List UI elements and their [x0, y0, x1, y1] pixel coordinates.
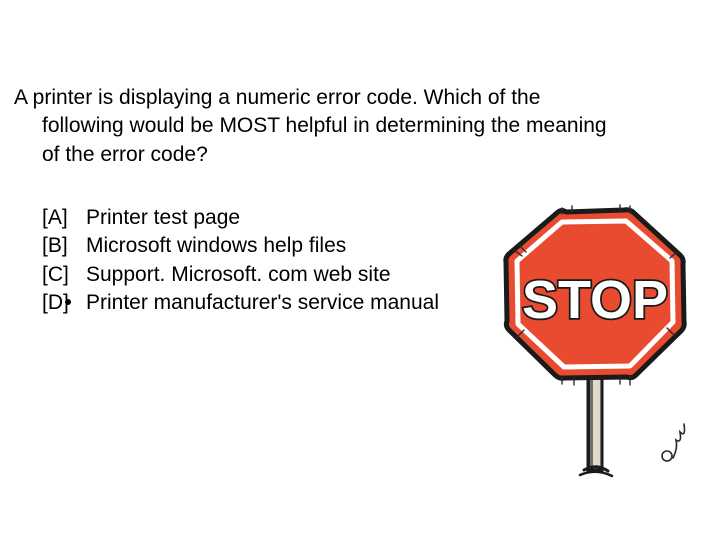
option-key: [A] — [42, 204, 86, 232]
question-line-3: of the error code? — [14, 141, 690, 169]
stop-sign-icon: STOP — [492, 200, 702, 490]
question-text: A printer is displaying a numeric error … — [14, 84, 690, 169]
option-b[interactable]: [B] Microsoft windows help files — [42, 232, 439, 260]
option-text: Support. Microsoft. com web site — [86, 261, 391, 289]
question-line-1: A printer is displaying a numeric error … — [14, 86, 540, 109]
option-key: [D] — [42, 289, 86, 317]
question-line-2: following would be MOST helpful in deter… — [14, 112, 690, 140]
answer-marker-icon — [65, 299, 71, 305]
option-a[interactable]: [A] Printer test page — [42, 204, 439, 232]
stop-text-icon: STOP — [522, 270, 668, 330]
option-d[interactable]: [D] Printer manufacturer's service manua… — [42, 289, 439, 317]
svg-text:STOP: STOP — [522, 270, 668, 330]
option-text: Microsoft windows help files — [86, 232, 346, 260]
option-text: Printer manufacturer's service manual — [86, 289, 439, 317]
options-list: [A] Printer test page [B] Microsoft wind… — [42, 204, 439, 317]
signature-icon — [662, 424, 685, 461]
option-key: [C] — [42, 261, 86, 289]
option-text: Printer test page — [86, 204, 240, 232]
option-c[interactable]: [C] Support. Microsoft. com web site — [42, 261, 439, 289]
option-key: [B] — [42, 232, 86, 260]
